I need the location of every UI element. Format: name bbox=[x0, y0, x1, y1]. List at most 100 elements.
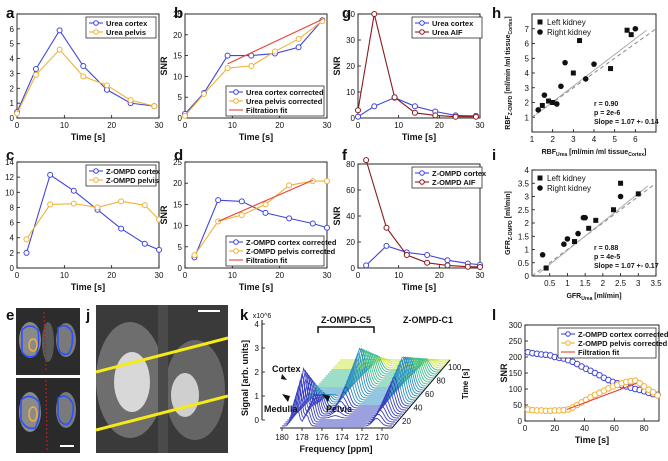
c-point-z-ompd-pelvis bbox=[118, 198, 125, 205]
b-xtick-label: 30 bbox=[323, 121, 332, 130]
mri-j-bright bbox=[114, 352, 150, 412]
i-point-right-kidney bbox=[564, 236, 571, 242]
b-series-filtration-fit bbox=[227, 18, 323, 65]
f-point-urea-aif bbox=[472, 113, 479, 120]
d-ytick-label: 10 bbox=[173, 222, 182, 231]
a-ytick-label: 0 bbox=[10, 114, 15, 123]
k-ytick-label: 1 bbox=[255, 392, 260, 401]
spine-top bbox=[42, 322, 54, 362]
h-point-right-kidney bbox=[535, 107, 541, 113]
b-legend-marker bbox=[233, 98, 239, 104]
h-ytick-label: 4 bbox=[525, 69, 530, 78]
c-point-z-ompd-pelvis bbox=[141, 202, 148, 209]
k-spectrum-trace bbox=[317, 348, 428, 387]
d-ytick-label: 20 bbox=[173, 179, 182, 188]
k-ztick-label: 20 bbox=[402, 417, 411, 426]
h-xtick-label: 4 bbox=[592, 135, 597, 144]
g-point-z-ompd-aif bbox=[477, 263, 483, 270]
f-ytick-label: 30 bbox=[346, 36, 355, 45]
c-legend-label: Z-OMPD pelvis bbox=[106, 176, 159, 185]
a-ytick-label: 7 bbox=[10, 10, 15, 19]
c-point-z-ompd-cortex bbox=[156, 246, 162, 253]
h-ytick-label: 7 bbox=[525, 25, 530, 34]
c-ytick-label: 12 bbox=[5, 173, 14, 182]
i-ytick-label: 2 bbox=[525, 219, 530, 228]
a-point-urea-pelvis bbox=[56, 46, 63, 53]
g-ytick-label: 40 bbox=[346, 212, 355, 221]
l-legend-label: Filtration fit bbox=[578, 348, 620, 357]
a-legend-marker bbox=[93, 29, 99, 35]
g-point-z-ompd-cortex bbox=[363, 262, 370, 269]
c-ytick-label: 2 bbox=[10, 249, 15, 258]
h-xlabel: RBFUrea [ml/min /ml tissueCortex] bbox=[542, 149, 647, 158]
panel-label-b: b bbox=[174, 5, 183, 22]
k-spectrum-trace bbox=[285, 385, 396, 423]
c-point-z-ompd-cortex bbox=[118, 225, 125, 232]
chart-h: 1 2 3 4 5 6 1 2 3 4 5 6 7 RBFUrea [ml/min /ml tissueC… bbox=[505, 13, 659, 158]
b-point-urea-cortex-corrected bbox=[295, 44, 302, 51]
i-xtick-label: 0.5 bbox=[544, 279, 556, 288]
b-xtick-label: 0 bbox=[183, 121, 188, 130]
a-xtick-label: 10 bbox=[60, 121, 69, 130]
c-point-z-ompd-cortex bbox=[70, 187, 77, 194]
g-point-z-ompd-aif bbox=[444, 262, 451, 269]
h-xtick-label: 5 bbox=[612, 135, 617, 144]
i-stat-annotation: p = 4e-5 bbox=[594, 254, 620, 261]
f-point-urea-aif bbox=[411, 109, 418, 116]
b-ytick-label: 10 bbox=[173, 72, 182, 81]
chart-f: 0 10 20 30 0 10 20 30 40 Time [s] SNR Urea cortexUr… bbox=[332, 10, 485, 142]
k-xtick-label: 172 bbox=[355, 433, 369, 442]
d-point-z-ompd-pelvis-corrected bbox=[324, 178, 330, 185]
a-ytick-label: 2 bbox=[10, 84, 15, 93]
h-point-left-kidney bbox=[628, 32, 634, 38]
l-point-z-ompd-pelvis-corrected bbox=[654, 392, 661, 399]
g-point-z-ompd-cortex bbox=[444, 257, 451, 264]
i-ytick-label: 4 bbox=[525, 166, 530, 175]
i-xlabel: GFRUrea [ml/min] bbox=[566, 293, 621, 302]
l-ytick-label: 250 bbox=[509, 337, 523, 346]
k-spectrum-trace bbox=[327, 353, 438, 375]
a-ytick-label: 4 bbox=[10, 55, 15, 64]
b-legend-marker bbox=[233, 89, 239, 95]
h-xtick-label: 6 bbox=[633, 135, 638, 144]
h-stat-annotation: p = 2e-6 bbox=[594, 110, 620, 117]
c-plot-frame bbox=[16, 161, 160, 269]
panel-label-d: d bbox=[174, 147, 183, 164]
g-legend-marker bbox=[419, 170, 425, 176]
a-point-urea-pelvis bbox=[32, 71, 39, 78]
d-ytick-label: 15 bbox=[173, 200, 182, 209]
l-point-z-ompd-pelvis-corrected bbox=[649, 388, 657, 396]
i-ytick-label: 0.5 bbox=[518, 259, 530, 268]
i-stat-annotation: r = 0.88 bbox=[594, 245, 618, 252]
panel-label-f: g bbox=[342, 5, 351, 22]
l-ylabel: SNR bbox=[499, 363, 509, 383]
a-legend-label: Urea cortex bbox=[106, 19, 148, 28]
g-ylabel: SNR bbox=[332, 206, 342, 226]
i-ytick-label: 3.5 bbox=[518, 179, 530, 188]
c-legend-marker bbox=[93, 177, 99, 183]
i-ytick-label: 1 bbox=[525, 246, 530, 255]
panel-label-h: h bbox=[492, 5, 501, 22]
k-spectrum-trace bbox=[283, 392, 394, 425]
i-point-right-kidney bbox=[561, 241, 567, 247]
f-point-urea-aif bbox=[391, 94, 398, 101]
b-legend-label: Filtration fit bbox=[246, 106, 288, 115]
g-point-z-ompd-aif bbox=[383, 224, 390, 231]
k-title-c5: Z-OMPD-C5 bbox=[321, 315, 371, 325]
c-ytick-label: 8 bbox=[10, 203, 15, 212]
d-ytick-label: 5 bbox=[178, 243, 183, 252]
panel-label-i: i bbox=[492, 147, 496, 164]
l-ytick-label: 300 bbox=[509, 321, 523, 330]
i-stat-annotation: Slope = 1.07 +- 0.17 bbox=[594, 263, 659, 270]
i-ytick-label: 0 bbox=[525, 272, 530, 281]
f-point-urea-aif bbox=[371, 11, 378, 17]
k-spectrum-trace bbox=[322, 350, 433, 381]
i-ytick-label: 1.5 bbox=[518, 232, 530, 241]
k-ytick-label: 0 bbox=[255, 416, 260, 425]
h-point-left-kidney bbox=[577, 38, 583, 44]
d-point-z-ompd-cortex-corrected bbox=[238, 198, 245, 205]
c-xtick-label: 0 bbox=[15, 271, 20, 280]
h-point-left-kidney bbox=[624, 27, 630, 33]
l-ytick-label: 200 bbox=[509, 353, 523, 362]
i-point-right-kidney bbox=[617, 193, 624, 200]
